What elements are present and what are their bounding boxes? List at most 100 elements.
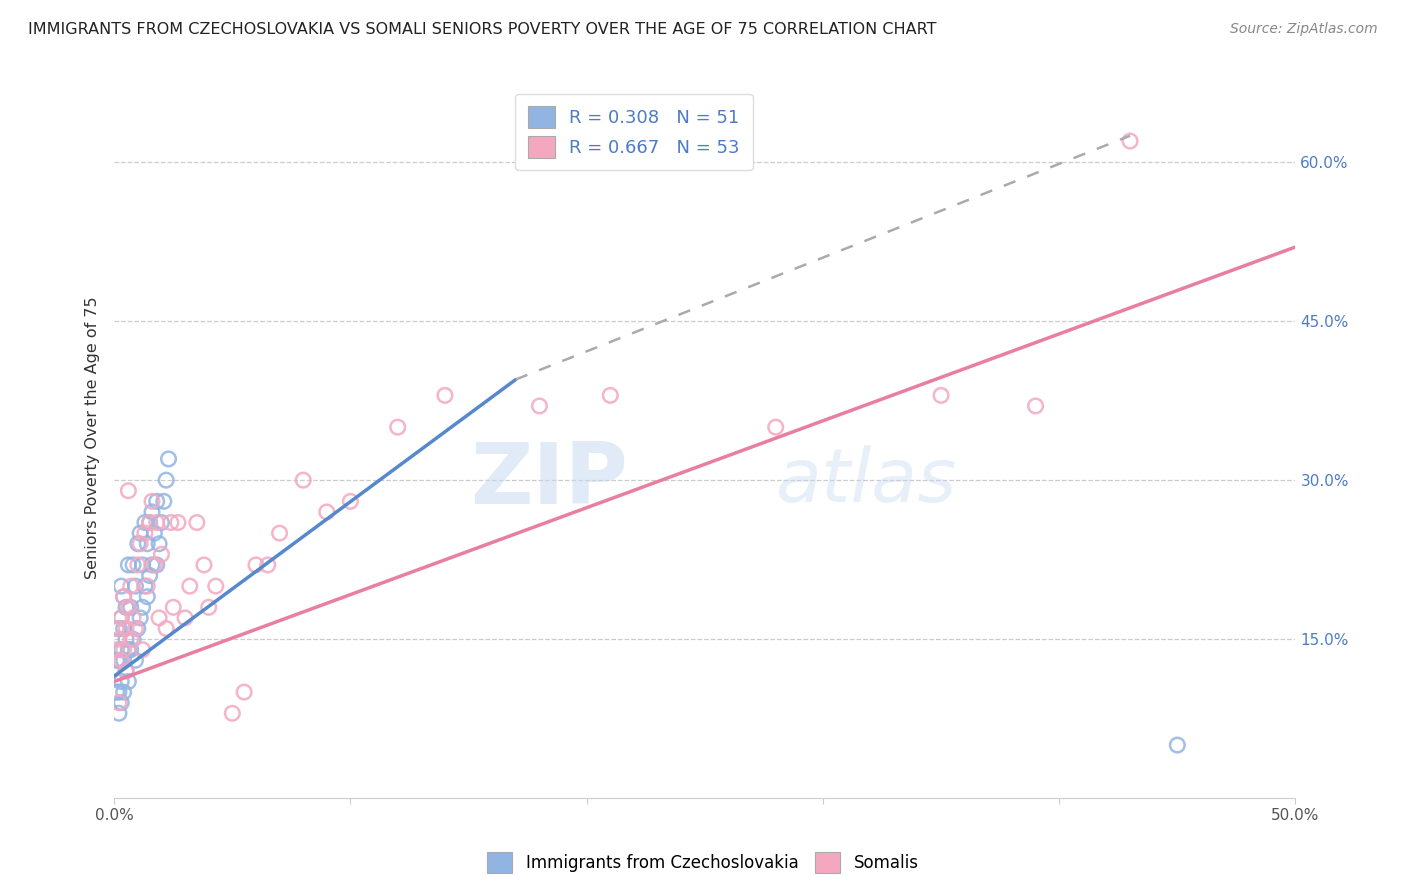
Point	[117, 674, 139, 689]
Point	[929, 388, 952, 402]
Point	[141, 505, 163, 519]
Point	[157, 452, 180, 467]
Y-axis label: Seniors Poverty Over the Age of 75: Seniors Poverty Over the Age of 75	[86, 296, 100, 579]
Point	[138, 516, 160, 530]
Point	[131, 558, 153, 572]
Point	[174, 611, 197, 625]
Point	[110, 653, 132, 667]
Point	[110, 579, 132, 593]
Point	[105, 622, 128, 636]
Point	[122, 558, 145, 572]
Point	[138, 516, 160, 530]
Point	[120, 600, 142, 615]
Point	[115, 664, 138, 678]
Point	[112, 642, 135, 657]
Point	[599, 388, 621, 402]
Point	[112, 622, 135, 636]
Point	[127, 558, 149, 572]
Point	[155, 622, 177, 636]
Point	[162, 600, 184, 615]
Point	[117, 600, 139, 615]
Point	[112, 590, 135, 604]
Point	[124, 622, 146, 636]
Point	[122, 632, 145, 646]
Point	[193, 558, 215, 572]
Legend: Immigrants from Czechoslovakia, Somalis: Immigrants from Czechoslovakia, Somalis	[481, 846, 925, 880]
Point	[145, 494, 167, 508]
Legend: R = 0.308   N = 51, R = 0.667   N = 53: R = 0.308 N = 51, R = 0.667 N = 53	[515, 94, 752, 170]
Point	[256, 558, 278, 572]
Point	[141, 494, 163, 508]
Point	[153, 494, 176, 508]
Point	[145, 516, 167, 530]
Point	[1166, 738, 1188, 752]
Point	[108, 653, 131, 667]
Text: IMMIGRANTS FROM CZECHOSLOVAKIA VS SOMALI SENIORS POVERTY OVER THE AGE OF 75 CORR: IMMIGRANTS FROM CZECHOSLOVAKIA VS SOMALI…	[28, 22, 936, 37]
Point	[105, 653, 128, 667]
Point	[129, 611, 152, 625]
Point	[134, 516, 156, 530]
Point	[186, 516, 208, 530]
Point	[136, 579, 159, 593]
Point	[112, 590, 135, 604]
Point	[108, 696, 131, 710]
Point	[150, 516, 173, 530]
Point	[134, 579, 156, 593]
Point	[124, 653, 146, 667]
Point	[124, 579, 146, 593]
Point	[197, 600, 219, 615]
Point	[120, 642, 142, 657]
Point	[167, 516, 190, 530]
Point	[115, 664, 138, 678]
Point	[148, 537, 170, 551]
Point	[105, 642, 128, 657]
Point	[108, 685, 131, 699]
Point	[105, 622, 128, 636]
Text: Source: ZipAtlas.com: Source: ZipAtlas.com	[1230, 22, 1378, 37]
Point	[108, 622, 131, 636]
Point	[1025, 399, 1047, 413]
Point	[129, 526, 152, 541]
Point	[131, 642, 153, 657]
Point	[112, 685, 135, 699]
Point	[112, 653, 135, 667]
Point	[1119, 134, 1142, 148]
Text: ZIP: ZIP	[470, 440, 628, 523]
Point	[136, 537, 159, 551]
Point	[122, 611, 145, 625]
Point	[145, 558, 167, 572]
Point	[292, 473, 315, 487]
Point	[155, 473, 177, 487]
Point	[131, 600, 153, 615]
Point	[143, 526, 166, 541]
Point	[117, 483, 139, 498]
Point	[127, 622, 149, 636]
Point	[233, 685, 256, 699]
Point	[120, 579, 142, 593]
Point	[134, 526, 156, 541]
Point	[110, 611, 132, 625]
Point	[129, 537, 152, 551]
Point	[529, 399, 551, 413]
Point	[108, 632, 131, 646]
Point	[117, 642, 139, 657]
Point	[115, 622, 138, 636]
Point	[765, 420, 787, 434]
Point	[269, 526, 291, 541]
Point	[204, 579, 226, 593]
Point	[141, 558, 163, 572]
Point	[117, 558, 139, 572]
Point	[160, 516, 183, 530]
Point	[433, 388, 456, 402]
Point	[387, 420, 409, 434]
Point	[127, 537, 149, 551]
Point	[143, 558, 166, 572]
Point	[110, 642, 132, 657]
Point	[108, 706, 131, 721]
Point	[110, 674, 132, 689]
Point	[138, 568, 160, 582]
Point	[148, 611, 170, 625]
Text: atlas: atlas	[776, 445, 957, 517]
Point	[221, 706, 243, 721]
Point	[105, 685, 128, 699]
